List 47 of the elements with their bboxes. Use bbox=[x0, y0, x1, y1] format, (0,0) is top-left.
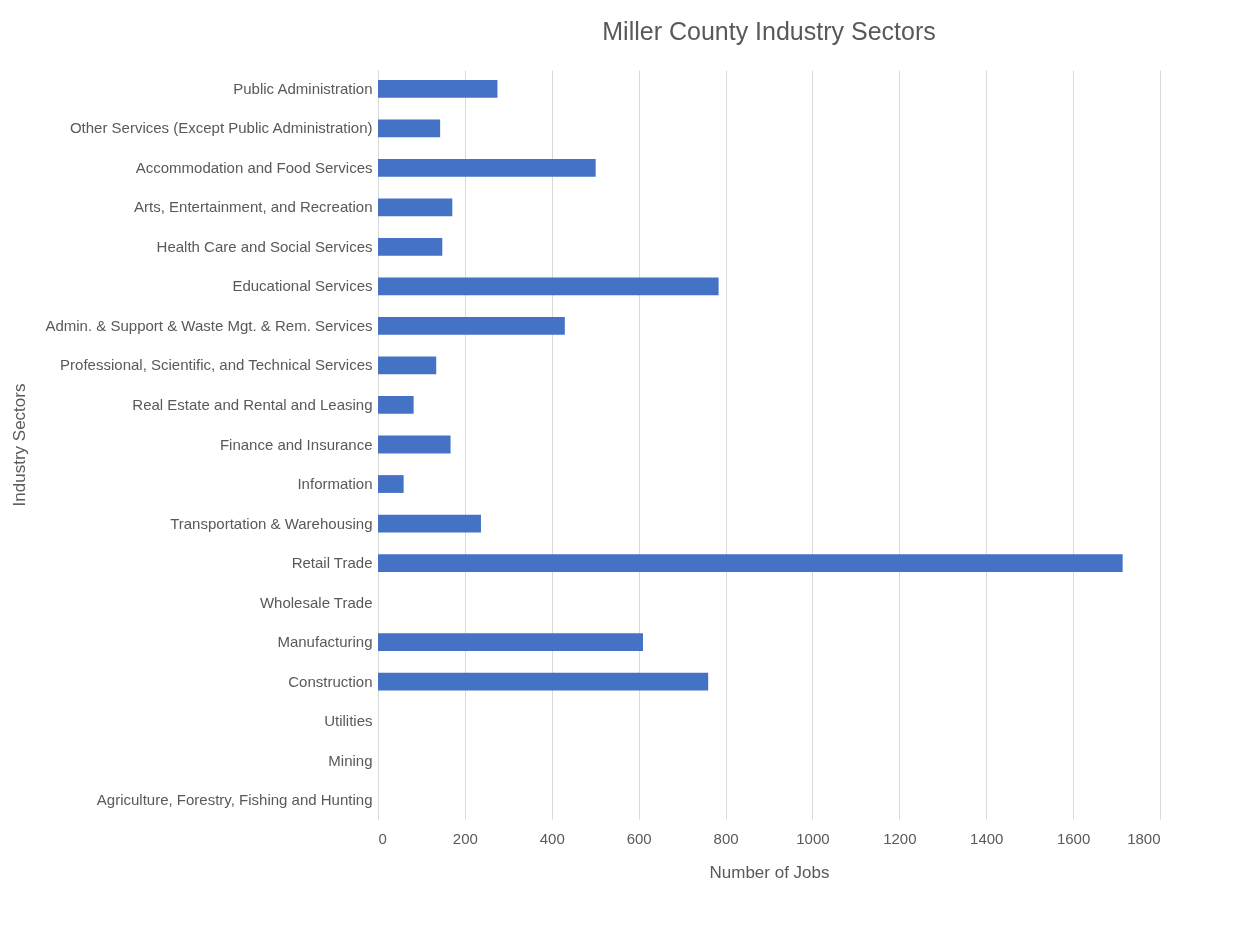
x-tick-label: 1000 bbox=[796, 829, 830, 847]
x-axis-title: Number of Jobs bbox=[709, 862, 830, 882]
bar bbox=[378, 277, 719, 296]
bar bbox=[378, 672, 709, 691]
x-tick-label: 1400 bbox=[970, 829, 1004, 847]
bar bbox=[378, 119, 441, 138]
x-tick-label: 600 bbox=[626, 829, 652, 847]
y-tick-label: Arts, Entertainment, and Recreation bbox=[134, 198, 373, 216]
y-tick-label: Transportation & Warehousing bbox=[170, 514, 373, 532]
x-tick-label: 800 bbox=[713, 829, 739, 847]
y-tick-label: Construction bbox=[288, 672, 373, 690]
y-tick-label: Mining bbox=[328, 751, 373, 769]
y-tick-label: Wholesale Trade bbox=[259, 593, 373, 611]
bar bbox=[378, 633, 644, 652]
y-tick-label: Utilities bbox=[324, 712, 373, 730]
y-tick-label: Real Estate and Rental and Leasing bbox=[132, 395, 373, 413]
bar bbox=[378, 435, 451, 454]
y-axis-title: Industry Sectors bbox=[9, 383, 29, 507]
x-tick-label: 0 bbox=[378, 829, 387, 847]
bar bbox=[378, 514, 481, 533]
x-tick-label: 1200 bbox=[883, 829, 917, 847]
x-tick-label: 400 bbox=[539, 829, 565, 847]
bar bbox=[378, 356, 437, 375]
x-tick-label: 1800 bbox=[1127, 829, 1161, 847]
y-tick-label: Finance and Insurance bbox=[219, 435, 373, 453]
y-tick-label: Manufacturing bbox=[277, 633, 373, 651]
bar bbox=[378, 317, 565, 335]
y-tick-label: Professional, Scientific, and Technical Services bbox=[60, 356, 373, 374]
y-tick-label: Admin. & Support & Waste Mgt. & Rem. Services bbox=[45, 316, 373, 334]
bar bbox=[378, 554, 1123, 572]
y-tick-label: Information bbox=[297, 475, 373, 493]
bar bbox=[378, 237, 443, 256]
x-tick-label: 200 bbox=[452, 829, 478, 847]
y-tick-label: Agriculture, Forestry, Fishing and Hunting bbox=[96, 791, 373, 809]
chart-title: Miller County Industry Sectors bbox=[602, 17, 936, 45]
y-tick-label: Retail Trade bbox=[291, 554, 373, 572]
y-tick-label: Public Administration bbox=[233, 79, 373, 97]
bar bbox=[378, 396, 414, 414]
bar bbox=[378, 158, 596, 177]
y-tick-label: Other Services (Except Public Administration) bbox=[69, 119, 373, 137]
y-tick-label: Health Care and Social Services bbox=[156, 237, 373, 255]
bar bbox=[378, 79, 498, 98]
x-tick-label: 1600 bbox=[1056, 829, 1091, 847]
y-tick-label: Accommodation and Food Services bbox=[135, 158, 373, 176]
y-tick-label: Educational Services bbox=[232, 277, 373, 295]
bar bbox=[378, 198, 453, 217]
bar bbox=[378, 475, 404, 493]
